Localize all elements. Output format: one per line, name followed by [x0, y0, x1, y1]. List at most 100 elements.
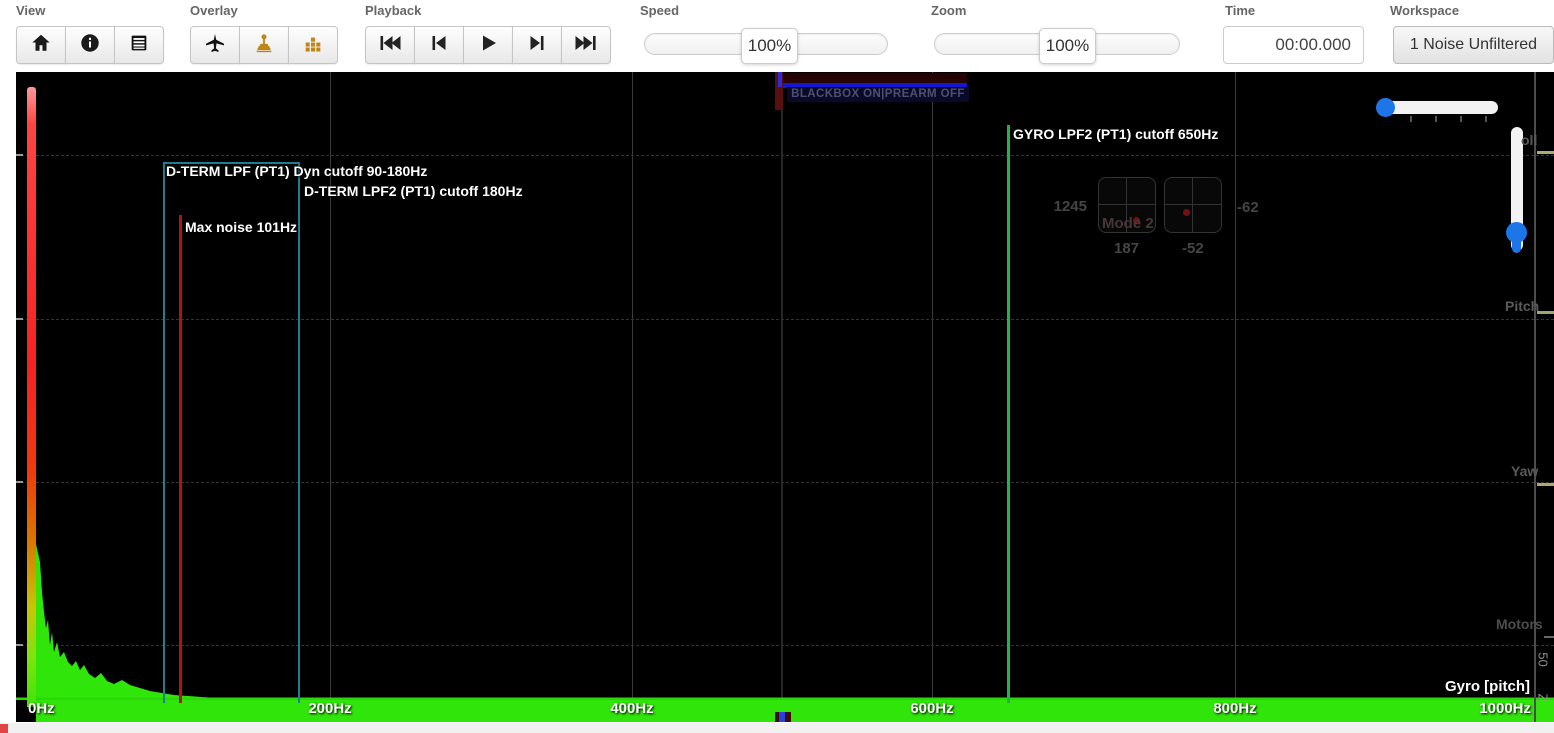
- left-stick-dot: [1133, 217, 1140, 224]
- hslider-tick-2: [1435, 116, 1437, 122]
- step-forward-button[interactable]: [512, 26, 562, 64]
- left-stick-box: [1098, 177, 1156, 233]
- jump-start-button[interactable]: [365, 26, 415, 64]
- view-section-label: View: [16, 3, 46, 18]
- playback-button-group: [365, 26, 611, 64]
- jump-end-button[interactable]: [561, 26, 611, 64]
- time-input[interactable]: [1223, 26, 1364, 64]
- home-button[interactable]: [16, 26, 66, 64]
- craft-overlay-button[interactable]: [190, 26, 240, 64]
- playhead-top-marker: [775, 72, 783, 110]
- playhead-cursor-line: [781, 72, 783, 712]
- home-icon: [30, 32, 52, 59]
- view-button-group: [16, 26, 164, 64]
- overlay-section-label: Overlay: [190, 3, 238, 18]
- vertical-slider-stem[interactable]: [1512, 237, 1521, 253]
- max-noise-line: [179, 215, 182, 703]
- gridline-400hz: [632, 72, 633, 700]
- log-list-icon: [128, 32, 150, 59]
- right-stick-dot: [1183, 209, 1190, 216]
- gyro-lpf2-line: [1007, 125, 1010, 703]
- hslider-tick-3: [1460, 116, 1462, 122]
- jump-end-icon: [573, 31, 599, 60]
- analyser-icon: [302, 32, 324, 59]
- event-flag-text: BLACKBOX ON|PREARM OFF: [787, 87, 969, 102]
- side-label-pitch: Pitch: [1505, 298, 1540, 314]
- xtick-0hz: 0Hz: [28, 700, 55, 717]
- xtick-1000hz: 1000Hz: [1479, 700, 1531, 717]
- sticks-icon: [253, 32, 275, 59]
- roll-zero-line: [1537, 151, 1554, 154]
- step-back-button[interactable]: [414, 26, 464, 64]
- log-seek-strip[interactable]: [0, 723, 1554, 733]
- spectrum-horizontal-slider[interactable]: [1378, 101, 1498, 114]
- series-label: Gyro [pitch]: [1445, 678, 1530, 695]
- clipped-rotated-text-2: Z: [1535, 693, 1551, 702]
- log-list-button[interactable]: [114, 26, 164, 64]
- horizontal-slider-handle[interactable]: [1376, 98, 1395, 117]
- motors-dash: [1544, 636, 1554, 638]
- y-axis-tick-4: [16, 644, 23, 646]
- xtick-800hz: 800Hz: [1213, 700, 1257, 717]
- left-stick-crosshair-v: [1126, 177, 1127, 233]
- hgridline-2: [16, 319, 1554, 320]
- workspace-button[interactable]: 1 Noise Unfiltered: [1393, 26, 1554, 64]
- right-stick-box: [1164, 177, 1222, 233]
- side-label-motors: Motors: [1496, 616, 1543, 632]
- spectrum-vertical-slider[interactable]: [1511, 127, 1523, 251]
- hgridline-1: [16, 155, 1554, 156]
- spectrum-chart[interactable]: D-TERM LPF (PT1) Dyn cutoff 90-180Hz D-T…: [16, 72, 1554, 722]
- xtick-400hz: 400Hz: [610, 700, 654, 717]
- zoom-section-label: Zoom: [931, 3, 967, 18]
- hslider-tick-4: [1485, 116, 1487, 122]
- hslider-tick-1: [1410, 116, 1412, 122]
- xtick-200hz: 200Hz: [308, 700, 352, 717]
- jump-start-icon: [377, 31, 403, 60]
- playback-section-label: Playback: [365, 3, 422, 18]
- event-blue-bar: [775, 83, 967, 88]
- y-axis-tick-2: [16, 318, 23, 320]
- step-back-icon: [426, 31, 452, 60]
- workspace-label: 1 Noise Unfiltered: [1409, 36, 1538, 53]
- playhead-top-marker-core: [778, 72, 782, 87]
- dterm-lpf2-label: D-TERM LPF2 (PT1) cutoff 180Hz: [304, 183, 523, 199]
- overlay-button-group: [190, 26, 338, 64]
- vertical-slider-handle[interactable]: [1506, 222, 1527, 243]
- right-stick-crosshair-h: [1164, 204, 1222, 205]
- info-icon: [79, 32, 101, 59]
- zoom-slider-value[interactable]: 100%: [1039, 28, 1096, 64]
- sticks-overlay-button[interactable]: [239, 26, 289, 64]
- workspace-section-label: Workspace: [1390, 3, 1460, 18]
- stick-right-bottom-value: -52: [1182, 240, 1204, 257]
- pitch-zero-line: [1537, 311, 1554, 314]
- hgridline-3: [16, 482, 1554, 483]
- speed-slider-value[interactable]: 100%: [741, 28, 798, 64]
- time-section-label: Time: [1225, 3, 1256, 18]
- clipped-rotated-text-1: 50: [1535, 652, 1551, 667]
- play-icon: [475, 31, 501, 60]
- analyser-overlay-button[interactable]: [288, 26, 338, 64]
- stick-right-value: -62: [1237, 199, 1259, 216]
- gridline-800hz: [1235, 72, 1236, 700]
- play-button[interactable]: [463, 26, 513, 64]
- y-axis-tick-3: [16, 481, 23, 483]
- stick-left-bottom-value: 187: [1114, 240, 1140, 257]
- gridline-200hz: [330, 72, 331, 700]
- speed-slider[interactable]: 100%: [644, 28, 888, 64]
- zoom-slider[interactable]: 100%: [934, 28, 1180, 64]
- left-stick-crosshair-h: [1098, 204, 1156, 205]
- speed-section-label: Speed: [640, 3, 680, 18]
- step-forward-icon: [524, 31, 550, 60]
- y-axis-tick-1: [16, 154, 23, 156]
- playhead-bottom-marker-core: [779, 712, 785, 722]
- max-noise-label: Max noise 101Hz: [185, 219, 298, 235]
- stick-left-value: 1245: [1053, 198, 1087, 215]
- info-button[interactable]: [65, 26, 115, 64]
- stick-mode-label: Mode 2: [1102, 215, 1154, 232]
- gyro-lpf2-label: GYRO LPF2 (PT1) cutoff 650Hz: [1013, 126, 1219, 142]
- side-label-yaw: Yaw: [1511, 463, 1539, 479]
- log-cell-marker[interactable]: [0, 724, 8, 733]
- spectrum-peak-gradient-bar: [27, 87, 36, 707]
- chart-right-border: [1534, 72, 1536, 722]
